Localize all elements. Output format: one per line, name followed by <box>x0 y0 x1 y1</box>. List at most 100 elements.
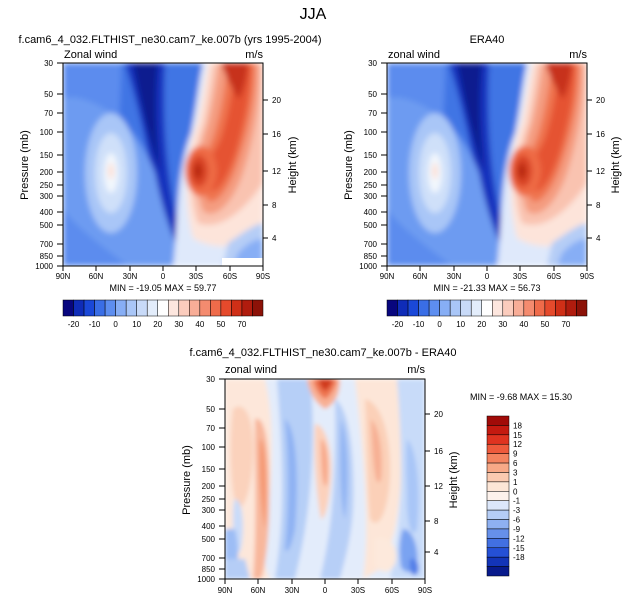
colorbar-swatch <box>486 415 510 426</box>
colorbar-label: 20 <box>153 320 162 329</box>
height-tick: 8 <box>596 201 601 210</box>
colorbar-swatch <box>502 299 514 317</box>
colorbar-swatch <box>486 443 510 454</box>
colorbar-swatch <box>492 299 504 317</box>
colorbar: -20 -10 0 10 20 30 40 50 70 <box>386 299 588 329</box>
colorbar-swatch <box>397 299 409 317</box>
y-axis-right-label: Height (km) <box>448 452 460 509</box>
colorbar-label: 50 <box>540 320 549 329</box>
lat-tick: 60N <box>89 272 104 281</box>
pressure-tick: 400 <box>364 208 378 217</box>
colorbar-swatch <box>168 299 180 317</box>
colorbar-swatch <box>115 299 127 317</box>
colorbar-label: 3 <box>513 468 518 477</box>
height-tick: 20 <box>596 96 605 105</box>
pressure-tick: 850 <box>364 252 378 261</box>
colorbar-label: 1 <box>513 478 518 487</box>
lat-tick: 30S <box>513 272 527 281</box>
pressure-tick: 1000 <box>359 262 377 271</box>
colorbar-swatch <box>486 472 510 483</box>
colorbar-label: 0 <box>437 320 442 329</box>
height-ticks: 20 16 12 8 4 <box>434 410 443 557</box>
pressure-tick: 1000 <box>35 262 53 271</box>
pressure-tick: 300 <box>202 506 216 515</box>
colorbar-swatch <box>460 299 472 317</box>
colorbar-swatch <box>189 299 201 317</box>
height-tick-marks <box>587 99 592 239</box>
lat-tick: 90N <box>56 272 71 281</box>
panel-title: f.cam6_4_032.FLTHIST_ne30.cam7_ke.007b -… <box>189 347 456 359</box>
colorbar-swatch <box>486 556 510 567</box>
pressure-tick: 1000 <box>197 575 215 584</box>
height-tick: 20 <box>272 96 281 105</box>
pressure-tick: 200 <box>364 168 378 177</box>
pressure-tick: 50 <box>368 90 377 99</box>
pressure-tick: 30 <box>368 59 377 68</box>
lat-tick: 60S <box>223 272 237 281</box>
colorbar-swatch <box>94 299 106 317</box>
pressure-tick: 100 <box>202 443 216 452</box>
colorbar-swatch <box>220 299 232 317</box>
y-axis-label: Pressure (mb) <box>181 445 193 515</box>
pressure-tick: 200 <box>40 168 54 177</box>
lat-tick: 90S <box>418 586 432 595</box>
pressure-tick: 500 <box>40 221 54 230</box>
height-tick: 16 <box>596 130 605 139</box>
lat-tick: 90S <box>256 272 270 281</box>
height-tick: 12 <box>272 167 281 176</box>
lat-tick: 30N <box>285 586 300 595</box>
pressure-tick: 150 <box>364 151 378 160</box>
colorbar-swatch <box>486 538 510 549</box>
pressure-tick: 850 <box>40 252 54 261</box>
colorbar-swatch <box>449 299 461 317</box>
pressure-tick: 400 <box>202 522 216 531</box>
colorbar-swatch <box>486 528 510 539</box>
colorbar-swatch <box>439 299 451 317</box>
colorbar-swatch <box>513 299 525 317</box>
lat-tick-marks <box>62 266 264 271</box>
colorbar-swatch <box>486 500 510 511</box>
height-tick: 16 <box>434 447 443 456</box>
colorbar-label: 15 <box>513 431 522 440</box>
lat-tick: 30N <box>123 272 138 281</box>
colorbar-label: -10 <box>89 320 101 329</box>
pressure-tick: 300 <box>364 192 378 201</box>
pressure-tick: 500 <box>202 535 216 544</box>
pressure-tick-marks <box>381 62 387 267</box>
pressure-tick: 70 <box>44 109 53 118</box>
colorbar-swatch <box>534 299 546 317</box>
colorbar-label: -12 <box>513 534 525 543</box>
colorbar-swatch <box>178 299 190 317</box>
height-tick: 12 <box>434 482 443 491</box>
y-axis-right-label: Height (km) <box>287 137 299 194</box>
height-tick: 12 <box>596 167 605 176</box>
pressure-tick: 400 <box>40 208 54 217</box>
pressure-tick: 150 <box>202 465 216 474</box>
panel-model: f.cam6_4_032.FLTHIST_ne30.cam7_ke.007b (… <box>18 34 321 329</box>
height-tick-marks <box>425 413 430 553</box>
colorbar-swatch <box>136 299 148 317</box>
units-label: m/s <box>245 49 263 61</box>
colorbar-label: 12 <box>513 440 522 449</box>
pressure-tick: 30 <box>44 59 53 68</box>
pressure-tick: 850 <box>202 565 216 574</box>
units-label: m/s <box>407 364 425 376</box>
lat-tick: 60N <box>251 586 266 595</box>
height-tick-marks <box>263 99 268 239</box>
min-max-label: MIN = -21.33 MAX = 56.73 <box>433 283 540 293</box>
pressure-tick: 250 <box>364 181 378 190</box>
missing-data-patch <box>222 258 263 266</box>
pressure-tick: 70 <box>206 424 215 433</box>
height-tick: 8 <box>434 517 439 526</box>
colorbar: -20 -10 0 10 20 30 40 50 70 <box>62 299 264 329</box>
colorbar-label: 0 <box>113 320 118 329</box>
colorbar-swatch <box>486 425 510 436</box>
main-title: JJA <box>300 6 327 23</box>
colorbar-swatch <box>555 299 567 317</box>
panel-title: f.cam6_4_032.FLTHIST_ne30.cam7_ke.007b (… <box>18 34 321 46</box>
colorbar-swatch <box>486 566 510 577</box>
y-axis-right-label: Height (km) <box>610 137 622 194</box>
colorbar-swatch <box>104 299 116 317</box>
colorbar-label: -10 <box>413 320 425 329</box>
colorbar-label: 6 <box>513 459 518 468</box>
